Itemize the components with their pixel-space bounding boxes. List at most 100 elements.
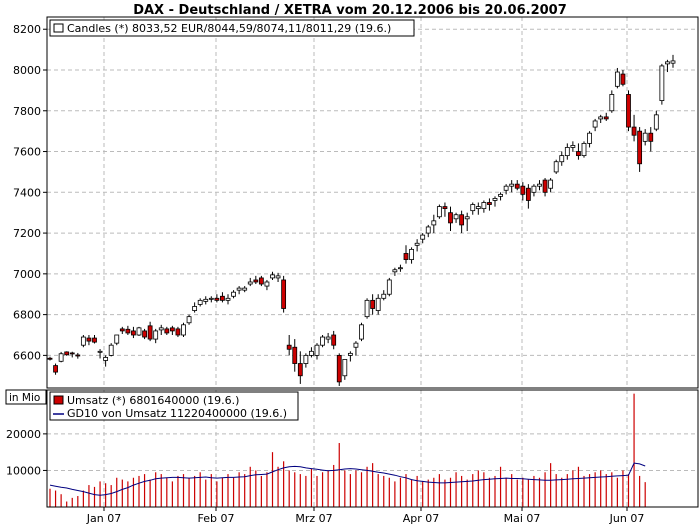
candle [581,141,587,158]
candle-body [258,277,264,285]
candle-body [264,281,270,287]
candle-body [475,206,481,210]
candle-body [236,287,242,291]
candle [119,326,125,334]
candle [186,314,192,325]
candle-body [564,147,570,157]
candle-body [292,346,298,364]
candle-body [247,281,253,285]
candle [481,200,487,213]
candle-body [203,298,209,302]
candle-body [186,316,192,324]
candle-body [303,354,309,364]
candle [386,277,392,297]
candle-body [386,279,392,295]
candle [64,351,70,356]
candle [153,328,159,344]
unit-label: in Mio [9,392,40,404]
y-tick-label: 6800 [13,309,41,322]
candle-body [314,344,320,356]
candle [520,182,526,201]
candle-body [531,185,537,193]
candle [598,114,604,123]
candle [181,322,186,338]
candle [331,330,337,350]
candle-body [448,212,453,224]
candle-body [637,130,643,165]
candle [592,118,598,132]
candle-legend-label: Candles (*) 8033,52 EUR/8044,59/8074,11/… [67,22,391,35]
candle-body [103,357,109,361]
candle-body [665,61,670,65]
candle [325,332,331,344]
candle [58,351,64,363]
candle [92,335,97,344]
candle-body [603,116,609,120]
candle [420,233,426,244]
candle-body [253,279,259,283]
candle [47,356,53,361]
candle [653,110,659,132]
candle [97,349,103,359]
candle-body [92,337,97,343]
candle-body [192,306,198,311]
candle [336,353,342,386]
candle [158,324,164,335]
candle [403,245,409,264]
candle [531,184,537,197]
candle-body [537,183,542,187]
volume-legend-box [49,391,299,421]
candle [503,184,509,195]
candle-body [275,275,281,279]
candle-body [58,353,64,362]
candle [303,353,309,368]
candle-body [570,145,576,148]
candle [236,286,242,295]
candle-body [525,187,531,201]
candle-body [220,295,225,301]
candle-body [598,116,604,120]
candle [370,294,376,315]
candle-body [364,299,370,318]
x-tick-label: Mai 07 [504,512,541,525]
candle-body [286,344,292,350]
candle [214,294,220,303]
candle-body [347,352,353,356]
candle [442,202,448,217]
y-tick-label: 7000 [13,268,41,281]
unit-label-box [5,389,47,405]
y-tick-label: 10000 [6,464,41,477]
candle [670,54,676,68]
y-tick-label: 8000 [13,64,41,77]
candle [197,298,203,307]
candle [203,296,209,305]
candle-body [75,354,81,357]
candle-body [409,248,414,260]
candle [108,343,114,357]
candle-legend-swatch [53,23,64,33]
candle [297,351,303,384]
volume-frame [46,389,699,508]
y-tick-label: 7800 [13,105,41,118]
candle-body [492,198,498,201]
candle-body [131,330,136,336]
candle-body [281,279,287,309]
x-tick-label: Feb 07 [198,512,235,525]
candle [253,275,259,285]
candle-body [620,73,626,85]
x-tick-label: Jan 07 [86,512,121,525]
candle-body [403,253,409,260]
candle [665,59,670,73]
candle-body [653,114,659,130]
candle-body [553,161,559,173]
candle-body [392,269,398,273]
candle-body [587,132,592,144]
candle-body [431,220,437,226]
candle-body [509,183,515,187]
candle [114,334,120,346]
candle-body [520,185,526,195]
candle-body [208,297,214,300]
candle-body [464,216,470,220]
candle-body [614,71,620,87]
candle [498,192,503,201]
